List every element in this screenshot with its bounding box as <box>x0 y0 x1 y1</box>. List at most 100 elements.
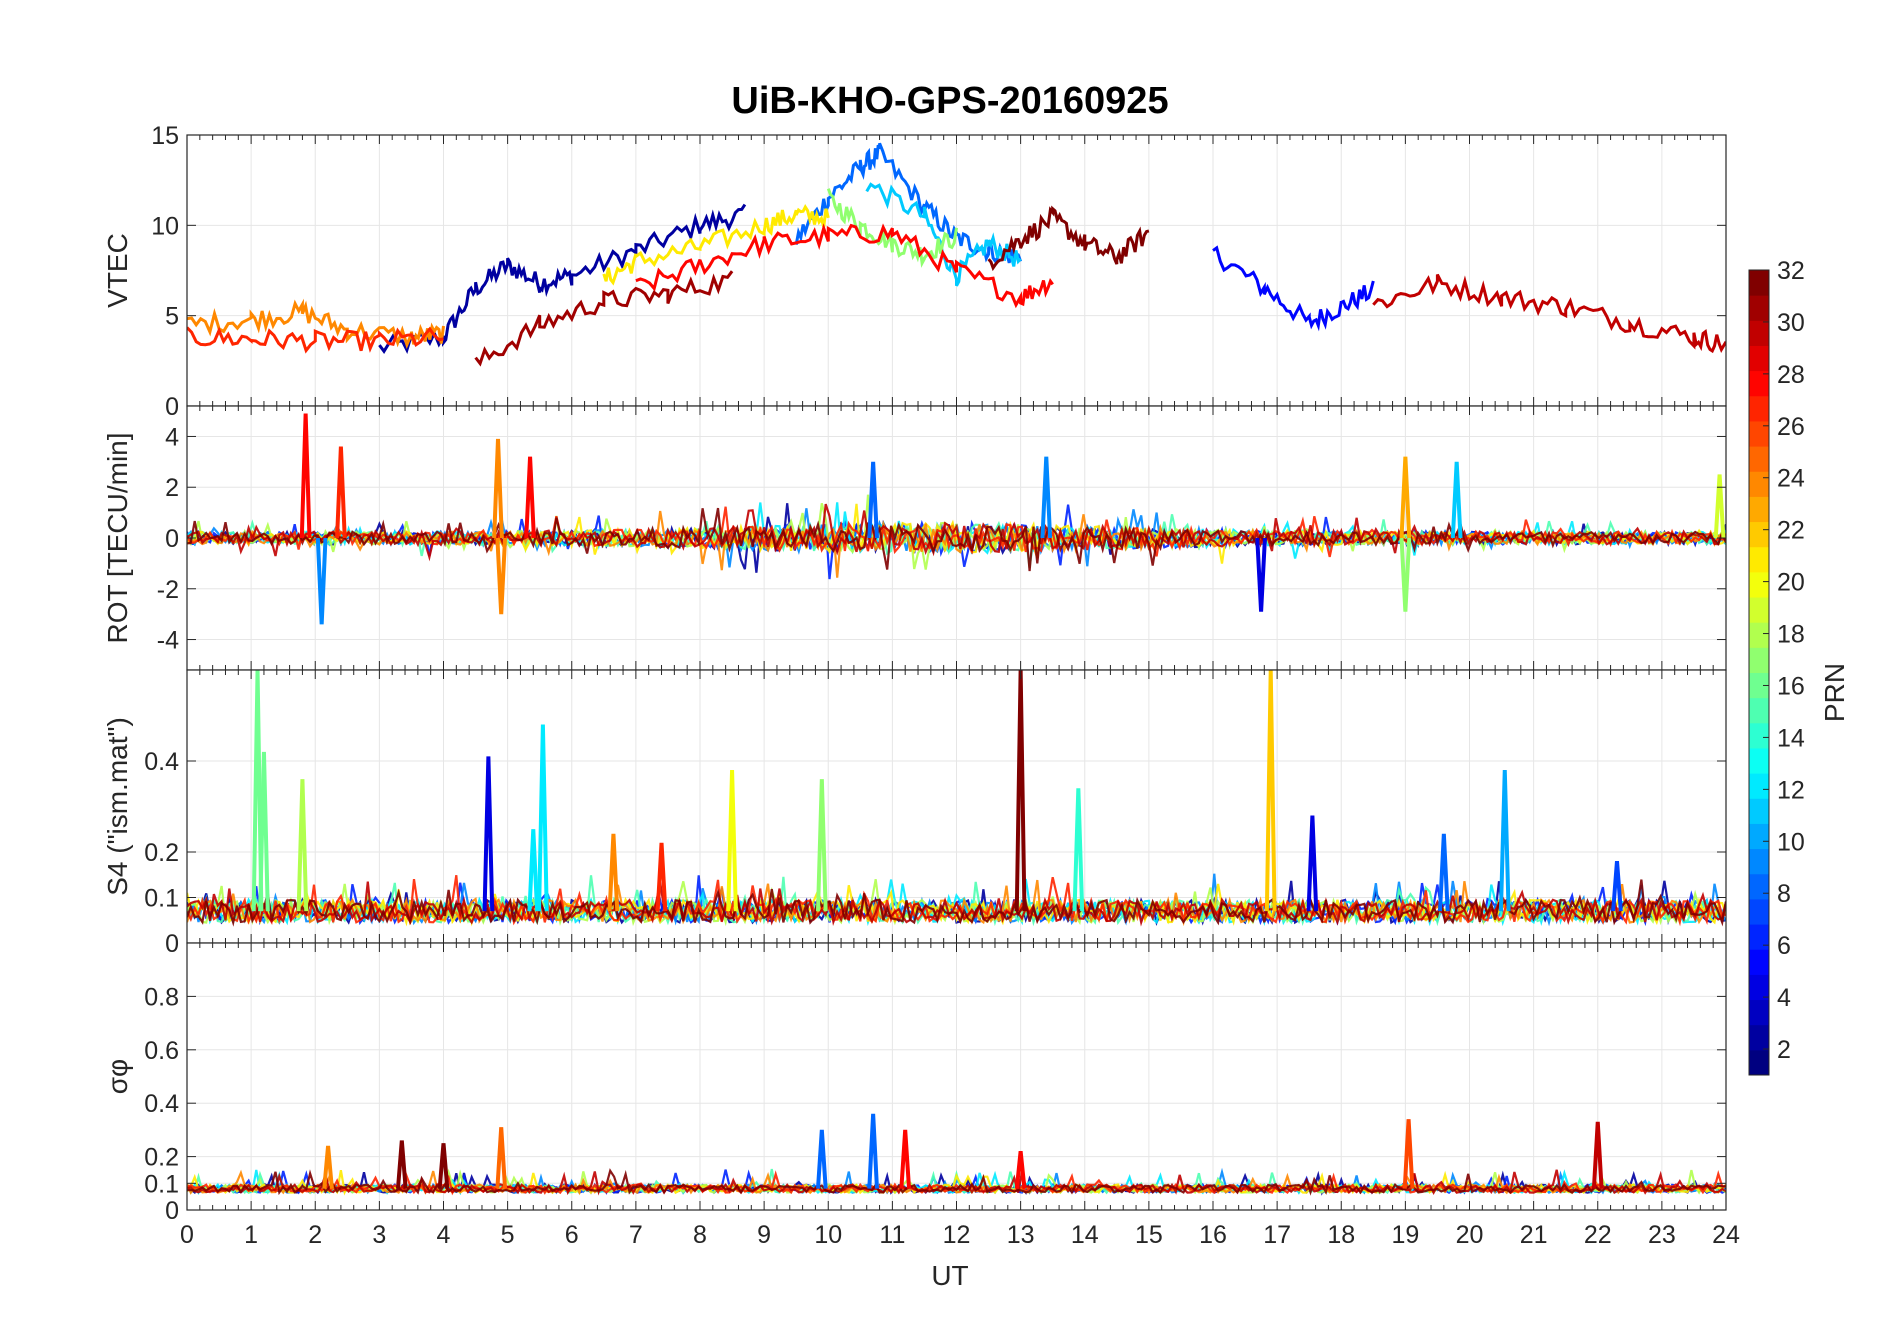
x-tick-label: 13 <box>1007 1221 1035 1249</box>
colorbar-swatch <box>1749 999 1769 1026</box>
chart-title: UiB-KHO-GPS-20160925 <box>731 80 1168 122</box>
y-tick-label: -4 <box>157 627 179 655</box>
colorbar-swatch <box>1749 672 1769 699</box>
x-tick-label: 18 <box>1327 1221 1355 1249</box>
series-group <box>187 413 1726 625</box>
colorbar-swatch <box>1749 924 1769 950</box>
spike-prn-8 <box>867 1113 879 1189</box>
colorbar-label: PRN <box>1819 663 1850 722</box>
colorbar-tick-label: 28 <box>1777 361 1805 389</box>
x-tick-label: 7 <box>629 1221 643 1249</box>
colorbar-swatch <box>1749 873 1769 900</box>
colorbar-tick-label: 4 <box>1777 984 1791 1012</box>
spike-prn-14 <box>1072 788 1085 912</box>
vtec-series-prn-31 <box>474 270 734 367</box>
colorbar-swatch <box>1749 647 1769 673</box>
colorbar-swatch <box>1749 496 1769 523</box>
colorbar-swatch <box>1749 898 1769 925</box>
y-tick-label: 2 <box>165 474 179 502</box>
colorbar-swatch <box>1749 446 1769 472</box>
spike-prn-9 <box>1040 456 1053 539</box>
spike-prn-24 <box>495 537 508 615</box>
y-tick-label: 0.6 <box>144 1037 179 1065</box>
colorbar-tick-label: 24 <box>1777 465 1805 493</box>
spike-prn-32 <box>1014 670 1027 912</box>
y-axis-label: VTEC <box>102 233 133 308</box>
series-group <box>187 142 1726 367</box>
spike-prn-28 <box>1014 1151 1027 1189</box>
spike-prn-19 <box>1713 474 1726 539</box>
vtec-series-prn-30 <box>1372 273 1726 354</box>
x-tick-label: 19 <box>1391 1221 1419 1249</box>
colorbar-swatch <box>1749 295 1769 321</box>
colorbar-swatch <box>1749 974 1769 1001</box>
spike-prn-12 <box>527 829 540 912</box>
colorbar-tick-label: 20 <box>1777 569 1805 597</box>
spike-prn-20 <box>726 770 738 912</box>
trace-prn-24 <box>187 879 1726 927</box>
spike-prn-28 <box>299 413 312 539</box>
y-tick-label: 0 <box>165 1197 179 1225</box>
vtec-series-prn-27 <box>187 326 444 354</box>
colorbar-swatch <box>1749 949 1769 975</box>
colorbar-tick-label: 12 <box>1777 776 1805 804</box>
colorbar-swatch <box>1749 1049 1769 1076</box>
colorbar-swatch <box>1749 395 1769 422</box>
spike-prn-8 <box>867 461 879 539</box>
spike-prn-18 <box>296 779 309 912</box>
spike-prn-24 <box>607 833 620 912</box>
y-tick-label: 0.1 <box>144 1170 179 1198</box>
y-tick-label: 0 <box>165 525 179 553</box>
colorbar-swatch <box>1749 270 1769 296</box>
colorbar-swatch <box>1749 622 1769 648</box>
vtec-series-prn-17 <box>826 188 958 268</box>
spike-prn-16 <box>258 751 270 912</box>
spike-prn-32 <box>395 1140 408 1189</box>
x-tick-label: 24 <box>1712 1221 1740 1249</box>
vtec-series-prn-24 <box>187 298 445 350</box>
x-tick-label: 2 <box>308 1221 322 1249</box>
x-tick-label: 14 <box>1071 1221 1099 1249</box>
x-tick-label: 1 <box>244 1221 258 1249</box>
colorbar-swatch <box>1749 597 1769 623</box>
spike-prn-27 <box>335 446 347 539</box>
x-tick-label: 3 <box>372 1221 386 1249</box>
panel-4: 00.10.2 0.4 0.6 0.8 σφ <box>102 942 1727 1225</box>
y-axis-label: σφ <box>102 1059 133 1094</box>
panel-1: 0 5 10 15 VTEC <box>102 122 1727 421</box>
x-tick-label: 20 <box>1456 1221 1484 1249</box>
colorbar-tick-label: 22 <box>1777 517 1805 545</box>
trace-prn-32 <box>187 1168 1726 1196</box>
x-tick-label: 10 <box>814 1221 842 1249</box>
colorbar-swatch <box>1749 773 1769 799</box>
y-tick-label: 5 <box>165 303 179 331</box>
spike-prn-30 <box>1591 1121 1604 1189</box>
spike-prn-8 <box>1438 833 1450 912</box>
colorbar-swatch <box>1749 747 1769 774</box>
x-tick-label: 9 <box>757 1221 771 1249</box>
y-tick-label: 0.8 <box>144 983 179 1011</box>
colorbar-swatch <box>1749 370 1769 397</box>
x-tick-label: 5 <box>501 1221 515 1249</box>
spike-prn-10 <box>1498 770 1511 912</box>
y-tick-label: 4 <box>165 423 179 451</box>
y-tick-label: -2 <box>157 576 179 604</box>
spike-prn-27 <box>655 842 668 912</box>
panel-2: -4 -2 0 2 4 ROT [TECU/min] <box>102 405 1727 671</box>
x-tick-label: 11 <box>879 1221 905 1249</box>
y-tick-label: 0.4 <box>144 1090 179 1118</box>
colorbar-swatch <box>1749 521 1769 548</box>
colorbar-swatch <box>1749 320 1769 346</box>
vtec-series-prn-21 <box>602 203 830 286</box>
x-tick-label: 0 <box>180 1221 194 1249</box>
y-tick-label: 0.2 <box>144 1144 179 1172</box>
y-tick-label: 15 <box>151 122 179 150</box>
x-tick-label: 8 <box>693 1221 707 1249</box>
spike-prn-9 <box>315 537 328 625</box>
y-tick-label: 0.4 <box>144 748 179 776</box>
x-tick-label: 16 <box>1199 1221 1227 1249</box>
vtec-series-prn-5 <box>1212 245 1375 332</box>
spike-prn-4 <box>482 756 495 912</box>
y-tick-label: 0 <box>165 393 179 421</box>
